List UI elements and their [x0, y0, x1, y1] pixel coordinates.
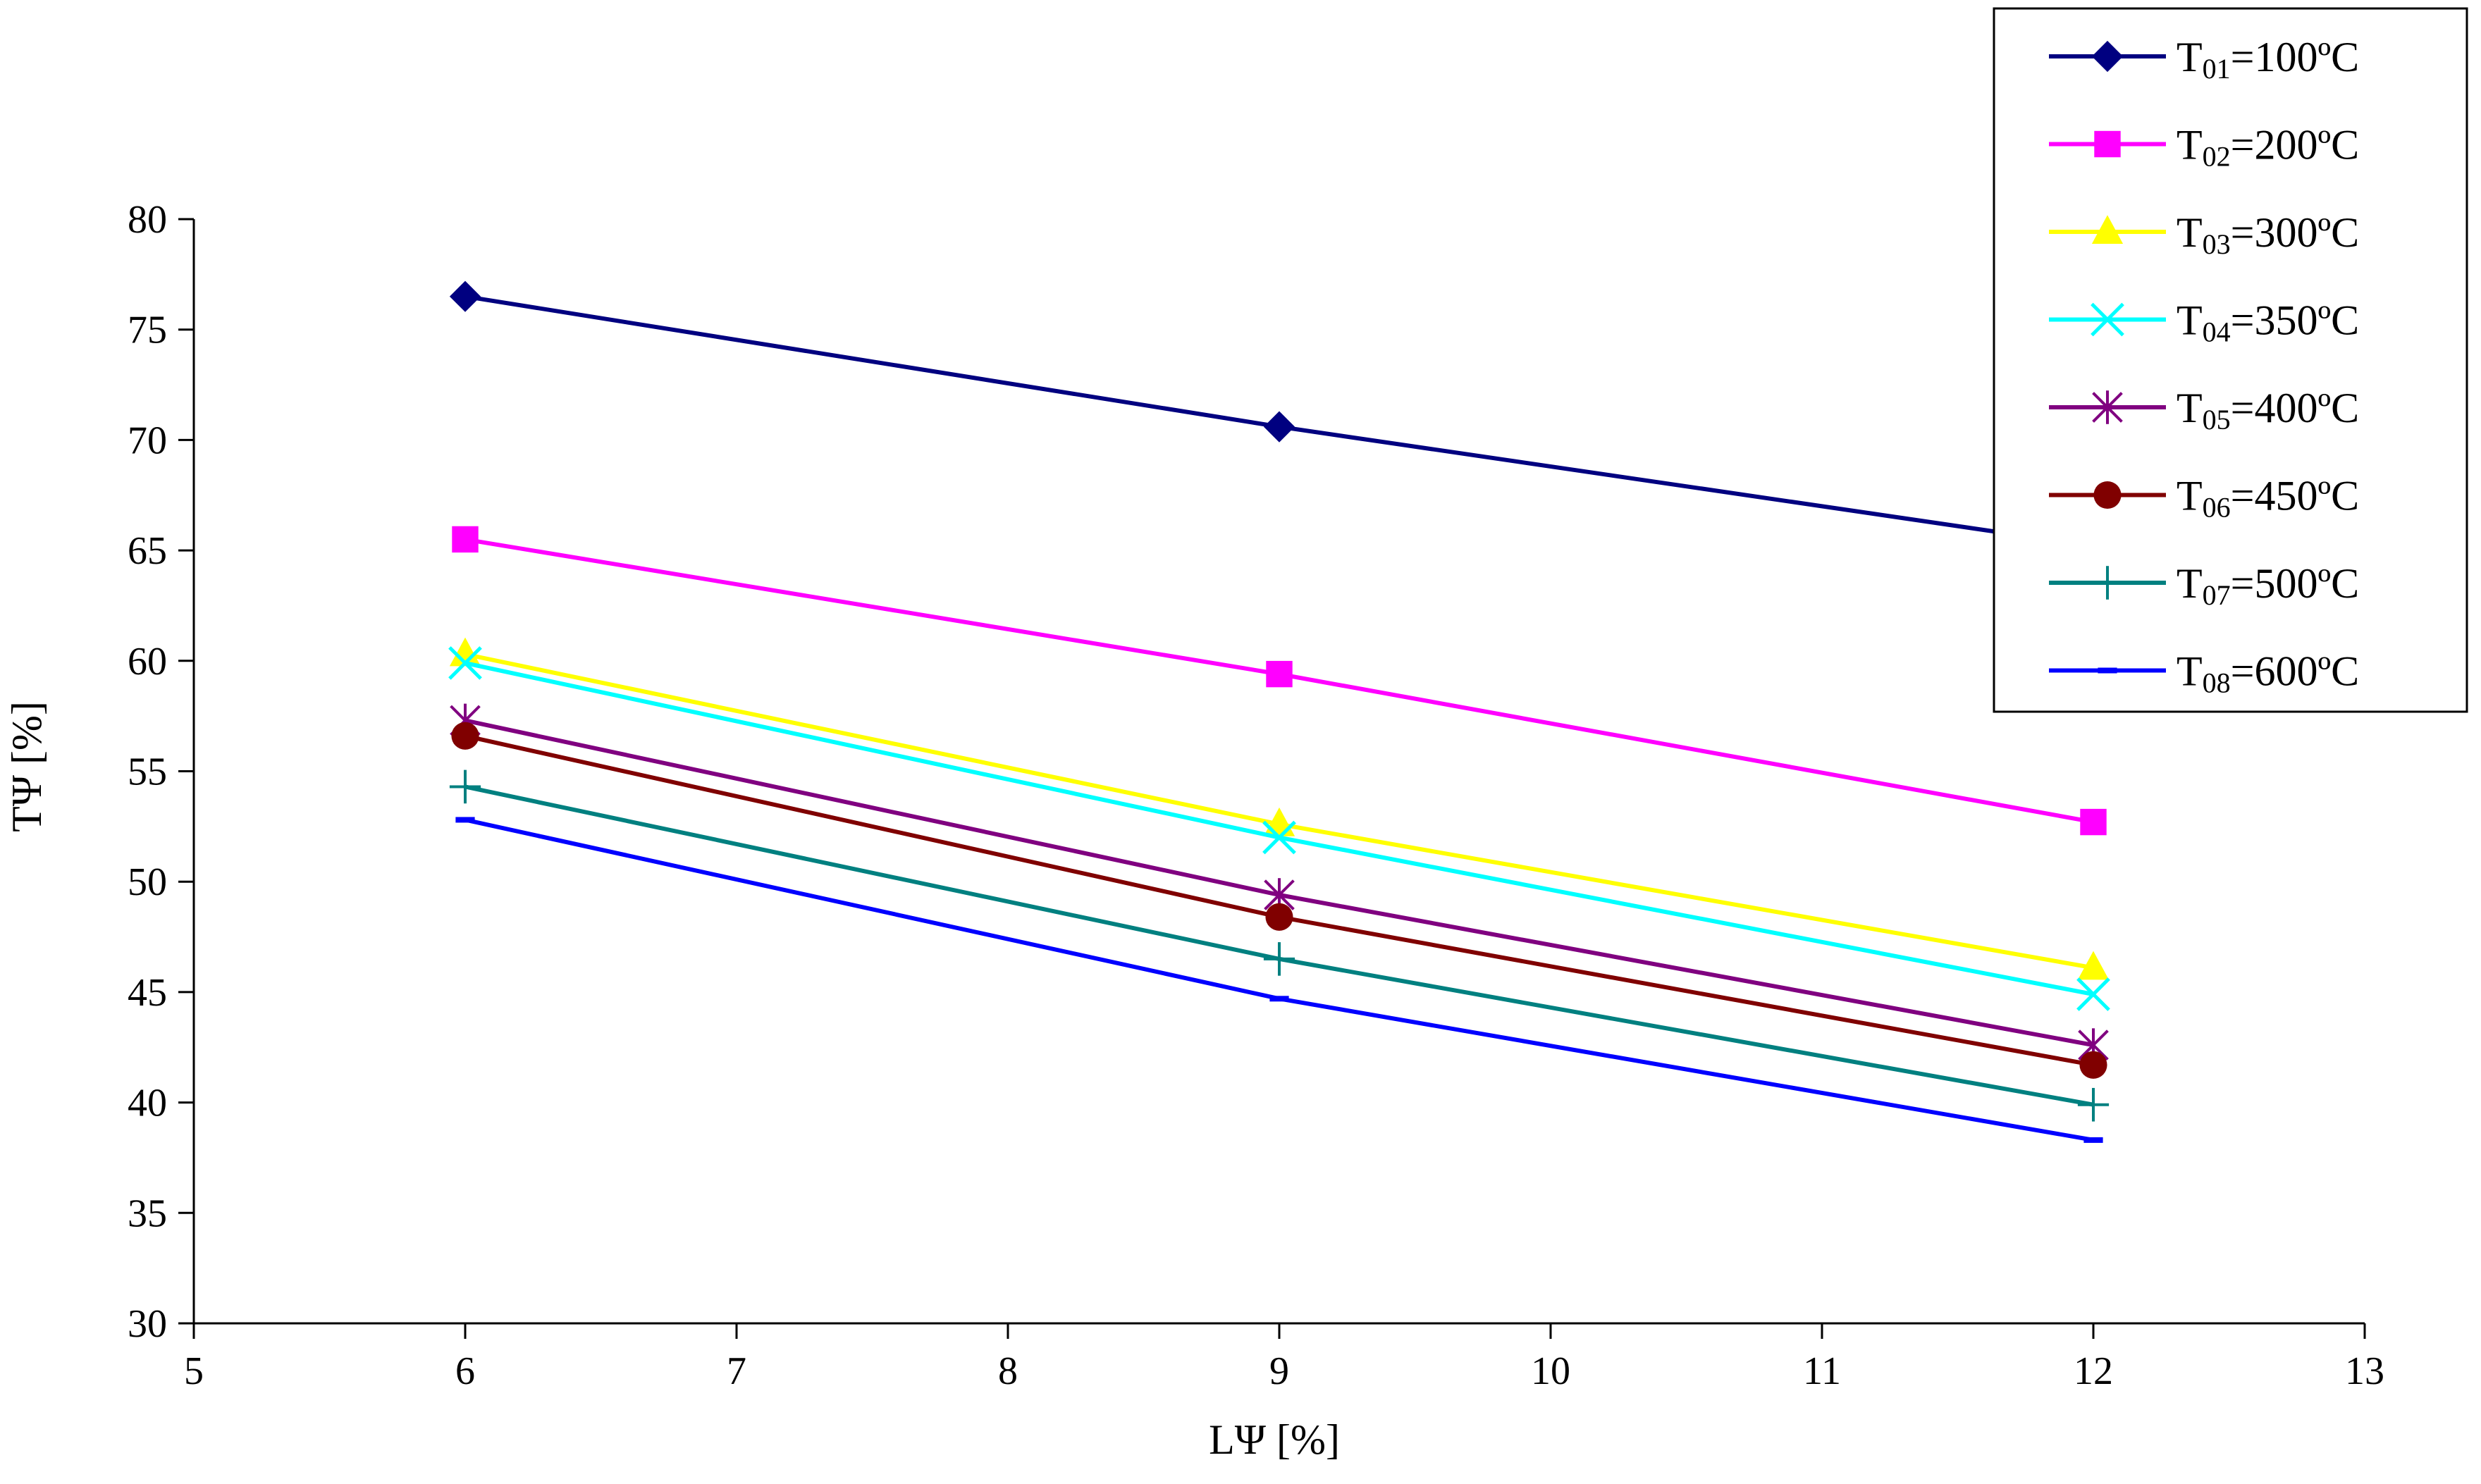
legend-label: T03=300ºC [2177, 209, 2359, 260]
y-axis-ticks: 30 35 40 45 50 55 60 65 70 75 80 [128, 198, 194, 1346]
circle-marker [451, 722, 479, 750]
y-tick-label: 80 [128, 198, 167, 242]
circle-marker [1265, 903, 1293, 931]
y-tick-label: 50 [128, 860, 167, 904]
circle-marker [2093, 481, 2122, 509]
x-tick-label: 12 [2074, 1349, 2113, 1393]
legend: T01=100ºC T02=200ºC T03=300ºC T04=350ºC T05=… [1993, 7, 2468, 713]
square-marker [2094, 130, 2121, 158]
series-4 [448, 646, 2110, 1011]
diamond-marker [1263, 411, 1295, 443]
y-tick-label: 30 [128, 1302, 167, 1346]
series-line [464, 817, 2094, 1142]
x-tick-label: 9 [1269, 1349, 1289, 1393]
legend-label: T02=200ºC [2177, 122, 2359, 173]
legend-label: T08=600ºC [2177, 648, 2359, 699]
x-tick-label: 6 [455, 1349, 475, 1393]
x-tick-label: 8 [998, 1349, 1018, 1393]
x-marker [448, 646, 482, 680]
series-1 [449, 280, 2110, 562]
x-tick-label: 13 [2345, 1349, 2384, 1393]
dash-marker [455, 817, 475, 823]
legend-item: T04=350ºC [2049, 297, 2359, 348]
legend-item: T08=600ºC [2049, 648, 2359, 699]
plus-marker [1263, 942, 1295, 976]
legend-box [1993, 7, 2468, 713]
y-tick-label: 45 [128, 971, 167, 1015]
dash-marker [2083, 1137, 2103, 1143]
diamond-marker [2091, 40, 2124, 73]
y-tick-label: 75 [128, 309, 167, 352]
legend-item: T05=400ºC [2049, 385, 2359, 435]
y-tick-label: 55 [128, 750, 167, 794]
plus-marker [449, 769, 481, 804]
triangle-marker [2091, 215, 2124, 244]
y-tick-label: 65 [128, 529, 167, 573]
y-tick-label: 35 [128, 1192, 167, 1235]
y-tick-label: 40 [128, 1082, 167, 1125]
legend-item: T03=300ºC [2049, 209, 2359, 260]
legend-label: T04=350ºC [2177, 297, 2359, 348]
plus-marker [2077, 1087, 2110, 1122]
legend-item: T07=500ºC [2049, 560, 2359, 611]
series-5 [450, 703, 2109, 1062]
x-tick-label: 5 [184, 1349, 204, 1393]
x-marker [1262, 820, 1296, 855]
x-marker [2091, 302, 2124, 337]
dash-marker [1269, 996, 1289, 1002]
legend-label: T05=400ºC [2177, 385, 2359, 435]
legend-label: T01=100ºC [2177, 34, 2359, 85]
legend-item: T01=100ºC [2049, 34, 2359, 85]
triangle-marker [449, 637, 481, 667]
series-2 [452, 526, 2107, 836]
x-tick-label: 11 [1803, 1349, 1841, 1393]
y-axis-title: TΨ [%] [4, 701, 50, 832]
plus-marker [2091, 566, 2124, 600]
y-tick-label: 70 [128, 419, 167, 462]
circle-marker [2079, 1051, 2107, 1079]
square-marker [452, 526, 479, 553]
star-marker [2092, 390, 2123, 424]
diamond-marker [449, 280, 481, 312]
dash-marker [2098, 667, 2117, 674]
x-axis-ticks: 5 6 7 8 9 10 11 12 13 [184, 1323, 2384, 1393]
legend-label: T06=450ºC [2177, 473, 2359, 524]
series-group [448, 280, 2110, 1143]
triangle-marker [2077, 951, 2110, 980]
x-tick-label: 10 [1531, 1349, 1570, 1393]
legend-item: T02=200ºC [2049, 122, 2359, 173]
series-7 [449, 769, 2110, 1122]
x-marker [2076, 977, 2110, 1011]
legend-label: T07=500ºC [2177, 560, 2359, 611]
square-marker [2080, 808, 2107, 836]
legend-item: T06=450ºC [2049, 473, 2359, 524]
x-axis-title: LΨ [%] [1209, 1416, 1340, 1463]
series-8 [455, 817, 2103, 1143]
y-tick-label: 60 [128, 640, 167, 684]
square-marker [1266, 660, 1293, 688]
x-tick-label: 7 [727, 1349, 746, 1393]
series-6 [451, 722, 2107, 1079]
